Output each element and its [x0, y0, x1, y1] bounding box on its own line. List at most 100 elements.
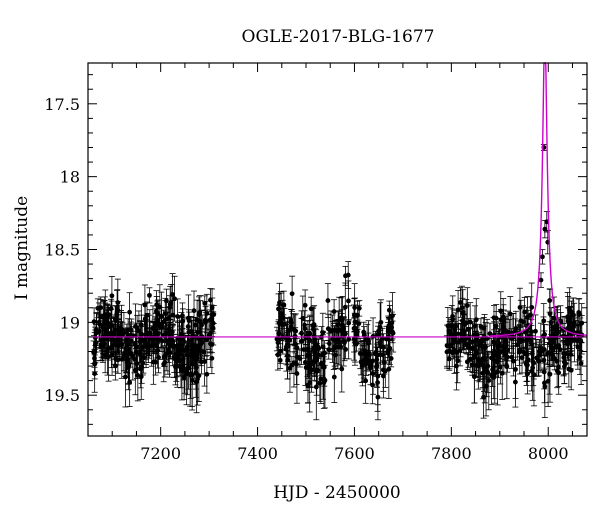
microlensing-model-curve [490, 62, 588, 337]
data-point [575, 344, 581, 350]
data-point [458, 300, 463, 305]
data-point [356, 305, 362, 311]
data-point [300, 315, 306, 321]
y-tick-label: 18.5 [44, 241, 80, 260]
data-point [92, 335, 98, 341]
data-point [104, 326, 110, 332]
y-axis-label: I magnitude [12, 196, 32, 300]
data-point [285, 357, 291, 363]
data-point [523, 361, 529, 367]
data-point [135, 373, 141, 378]
data-point [528, 312, 533, 318]
data-point [352, 319, 358, 325]
data-point [166, 326, 172, 332]
data-point [208, 297, 213, 303]
data-point [335, 322, 341, 328]
data-point [147, 336, 153, 342]
data-point [487, 331, 493, 337]
data-point [199, 359, 204, 365]
data-point [545, 351, 550, 356]
x-tick-label: 7800 [431, 444, 472, 463]
data-point [278, 311, 284, 316]
data-point [530, 359, 536, 365]
data-point [345, 272, 351, 278]
data-point [180, 318, 186, 324]
chart-title: OGLE-2017-BLG-1677 [242, 27, 435, 47]
data-point [96, 319, 102, 325]
data-point [454, 349, 459, 355]
data-point [499, 370, 505, 376]
data-point [153, 322, 159, 328]
data-point [366, 338, 371, 344]
data-point [195, 329, 201, 335]
data-points [90, 144, 585, 421]
data-point [359, 359, 365, 365]
data-point [203, 318, 209, 324]
data-point [288, 324, 294, 330]
data-point [310, 323, 316, 328]
x-tick-label: 8000 [528, 444, 569, 463]
data-point [161, 361, 167, 367]
data-point [519, 338, 525, 344]
data-point [181, 375, 187, 381]
data-point [155, 348, 161, 353]
data-point [357, 351, 363, 356]
data-point [126, 342, 131, 347]
data-point [370, 358, 376, 364]
data-point [490, 367, 495, 373]
data-point [126, 347, 132, 352]
data-point [519, 355, 525, 361]
data-point [147, 292, 152, 298]
data-point [303, 365, 309, 370]
data-point [566, 366, 572, 372]
data-point [354, 341, 359, 347]
data-point [481, 365, 487, 371]
data-point [307, 337, 313, 343]
data-point [310, 326, 316, 332]
data-point [331, 309, 337, 314]
data-point [548, 345, 554, 351]
data-point [381, 360, 387, 365]
data-point [551, 315, 557, 321]
data-point [481, 394, 486, 400]
data-point [455, 307, 461, 313]
y-tick-label: 17.5 [44, 95, 80, 114]
data-point [192, 354, 198, 360]
data-point [185, 324, 191, 329]
data-point [380, 367, 386, 373]
data-point [536, 349, 542, 354]
data-point [326, 347, 332, 353]
data-point [325, 326, 331, 332]
data-point [376, 328, 381, 334]
x-tick-label: 7600 [334, 444, 375, 463]
data-point [469, 362, 475, 368]
data-point [172, 296, 178, 302]
y-tick-label: 19 [60, 313, 80, 332]
data-point [578, 361, 584, 366]
data-point [98, 342, 104, 348]
data-point [339, 366, 345, 372]
data-point [170, 312, 176, 318]
data-point [472, 323, 478, 329]
data-point [505, 329, 511, 335]
data-point [207, 341, 213, 347]
data-point [114, 312, 120, 317]
data-point [154, 308, 159, 314]
data-point [201, 349, 207, 355]
y-tick-label: 18 [60, 168, 80, 187]
data-point [538, 277, 544, 283]
data-point [542, 380, 547, 386]
data-point [127, 309, 133, 315]
x-axis-label: HJD - 2450000 [273, 483, 401, 503]
data-point [484, 369, 490, 375]
data-point [561, 355, 567, 361]
data-point [294, 361, 299, 367]
data-point [346, 320, 352, 326]
data-point [297, 356, 303, 361]
data-point [389, 325, 395, 330]
data-point [556, 364, 561, 370]
data-point [342, 339, 347, 345]
data-point [318, 361, 324, 367]
data-point [547, 371, 553, 377]
